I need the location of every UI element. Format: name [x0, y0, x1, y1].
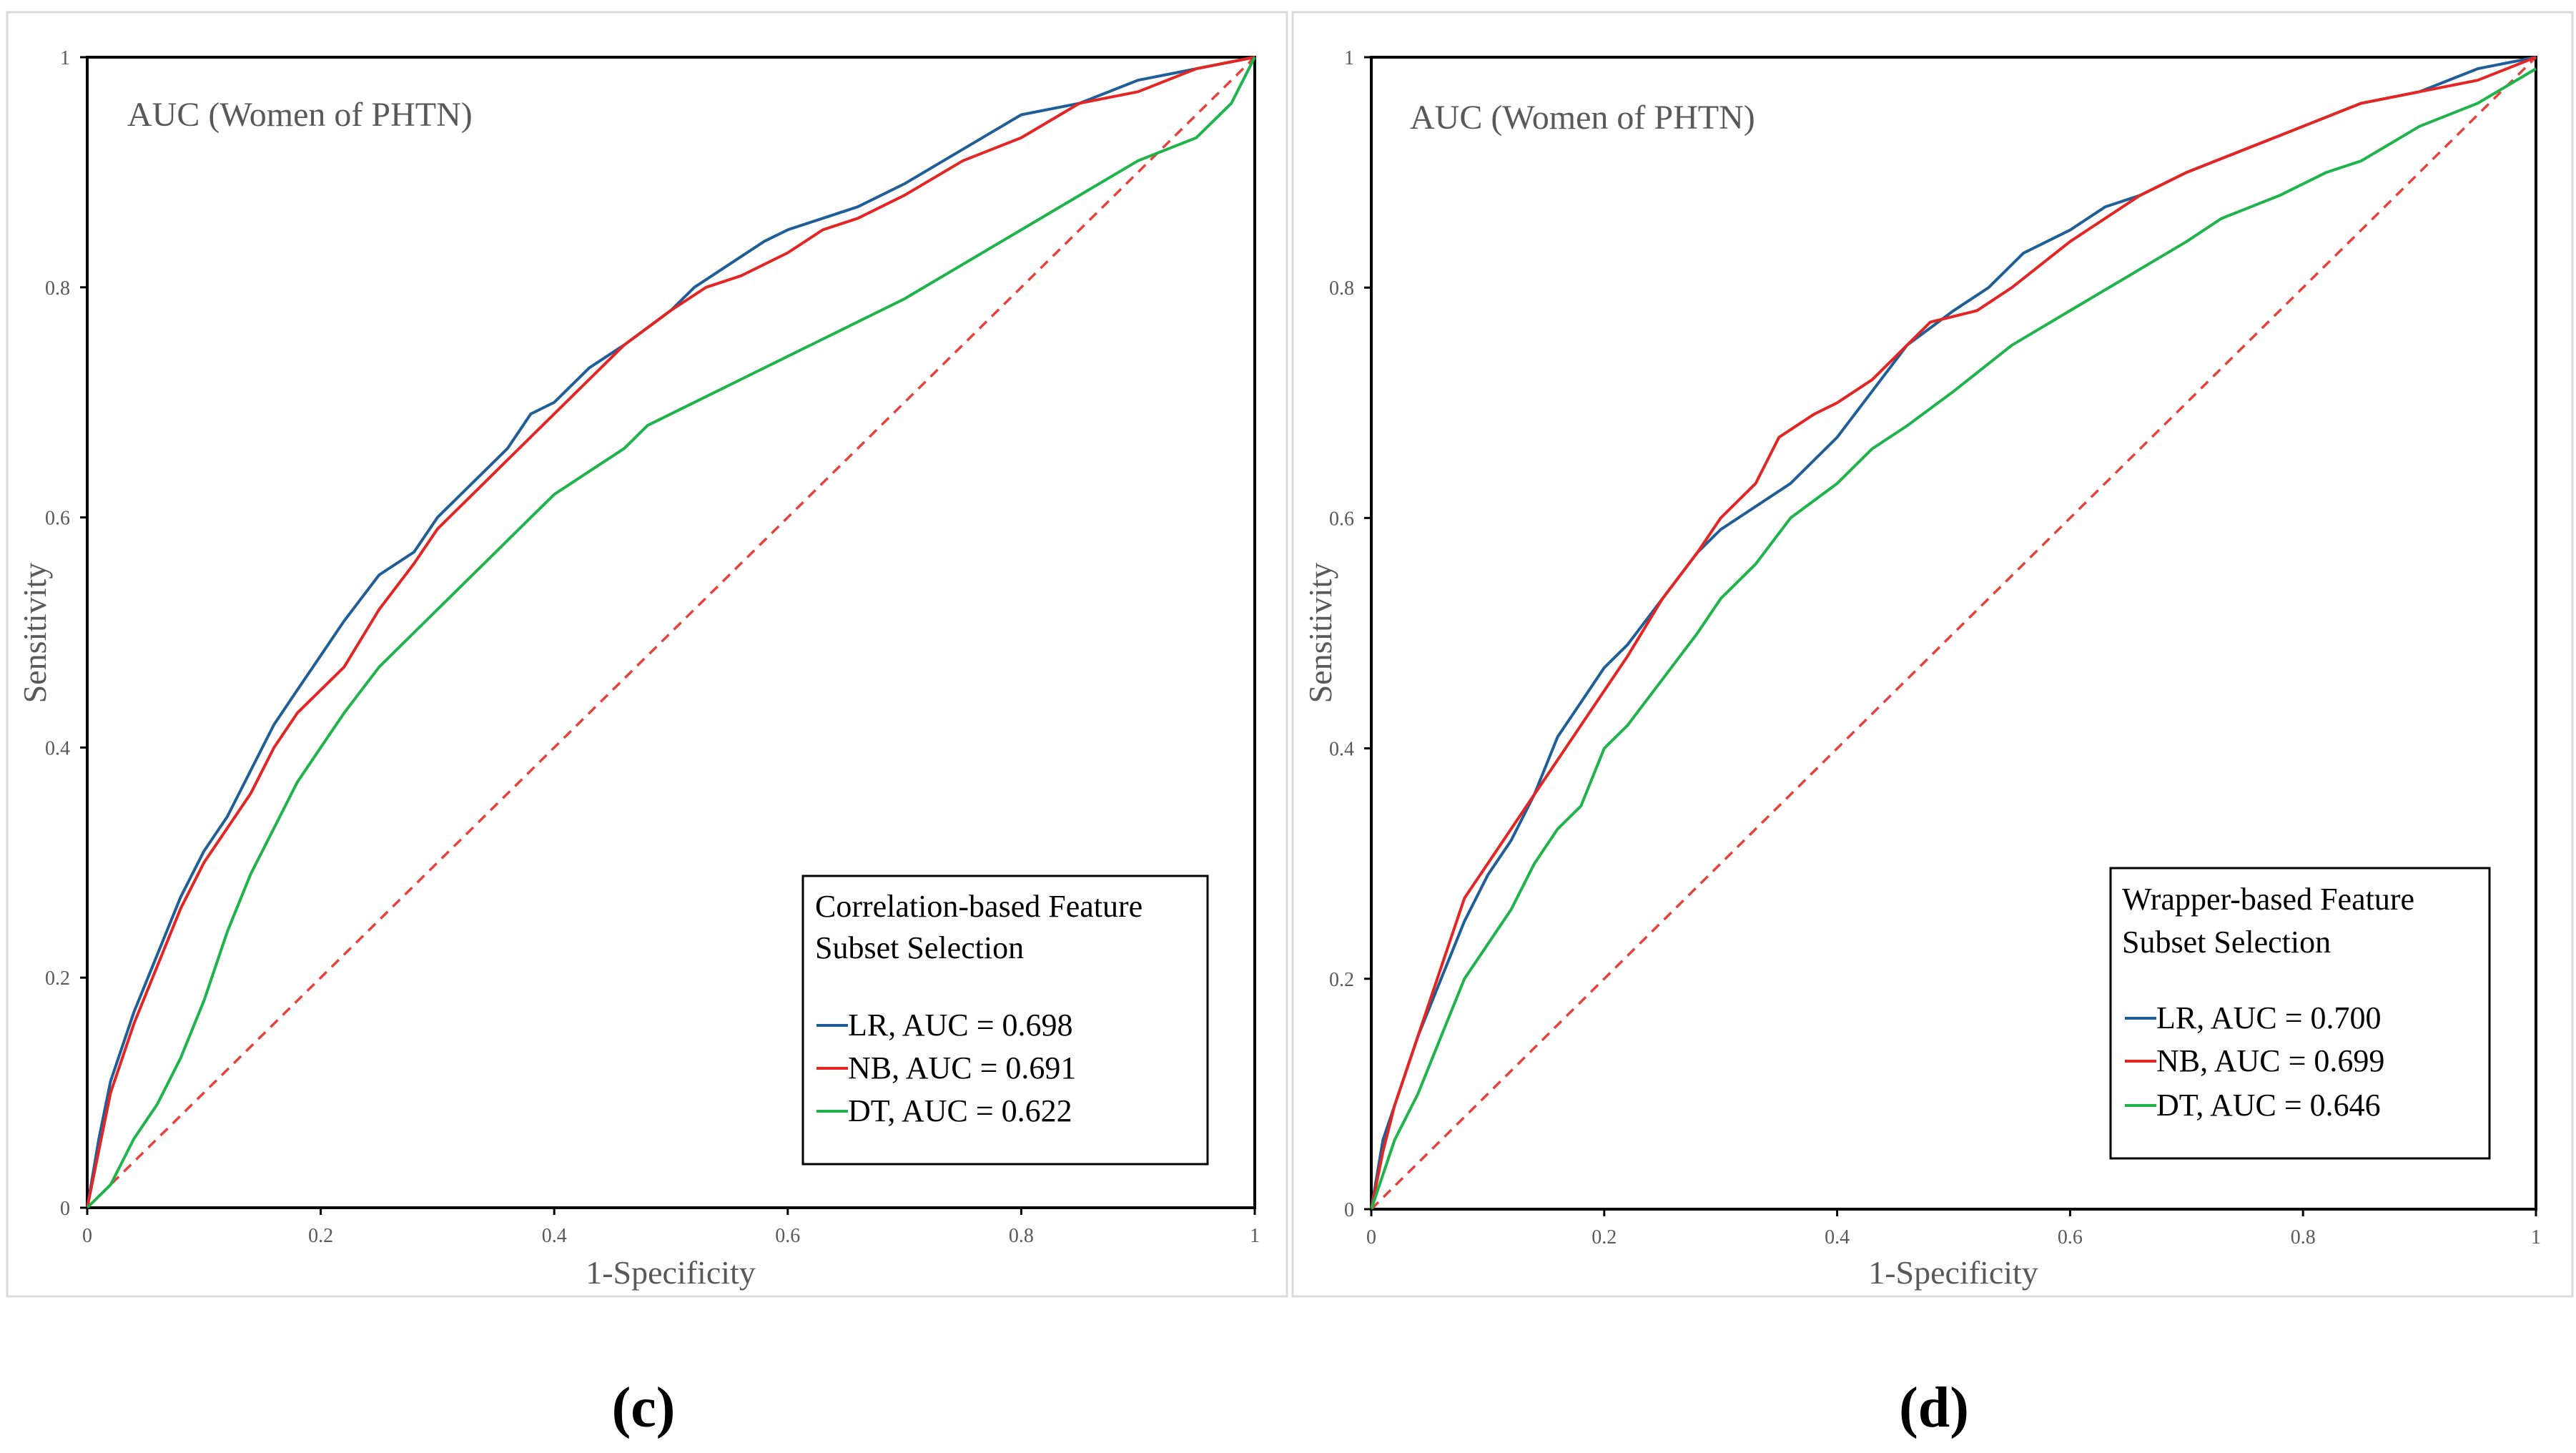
panel-d-x-tick-label: 0	[1366, 1226, 1376, 1248]
panel-c-y-axis-label: Sensitivity	[16, 563, 53, 704]
panel-d-y-tick-label: 0.4	[1329, 739, 1354, 761]
panel-d: 0 0.2 0.4 0.6 0.8 1 0 0.2 0.4 0.6 0.8 1 AUC (Women …	[1291, 11, 2574, 1439]
panel-d-x-tick-label: 0.2	[1592, 1226, 1617, 1248]
panel-c-legend-entry-lr: LR, AUC = 0.698	[848, 1008, 1073, 1043]
panel-d-legend-title-line-1: Wrapper-based Feature	[2122, 882, 2414, 917]
panel-c-legend-title-line-2: Subset Selection	[815, 930, 1024, 965]
panel-c-x-tick-label: 0	[82, 1225, 92, 1247]
panel-c-y-tick-label: 0.4	[45, 737, 70, 759]
panel-c-y-tick-label: 0.6	[45, 508, 70, 530]
panel-c-x-tick-label: 1	[1250, 1225, 1260, 1247]
panel-c-y-tick-label: 0	[60, 1198, 70, 1220]
panel-d-title: AUC (Women of PHTN)	[1410, 99, 1755, 137]
panel-d-x-axis-label: 1-Specificity	[1868, 1254, 2038, 1291]
panel-c-plot-area	[86, 56, 1256, 1209]
panel-c-x-tick-label: 0.6	[775, 1225, 800, 1247]
panel-d-legend-title-line-2: Subset Selection	[2122, 925, 2331, 960]
panel-c-legend-entry-dt: DT, AUC = 0.622	[848, 1093, 1072, 1128]
panel-d-x-tick-label: 0.4	[1825, 1226, 1850, 1248]
panel-d-legend-entry-nb: NB, AUC = 0.699	[2156, 1043, 2384, 1078]
panel-d-y-tick-label: 0.2	[1329, 969, 1354, 991]
panel-d-ticks: 0 0.2 0.4 0.6 0.8 1 0 0.2 0.4 0.6 0.8 1	[1329, 47, 2541, 1248]
panel-d-series-group	[1370, 56, 2537, 1210]
panel-c-y-tick-label: 1	[60, 47, 70, 69]
panel-c-legend: Correlation-based Feature Subset Selecti…	[801, 875, 1209, 1166]
panel-c-legend-title-line-1: Correlation-based Feature	[815, 889, 1143, 924]
panel-d-x-tick-label: 1	[2531, 1226, 2541, 1248]
panel-c-x-axis-label: 1-Specificity	[586, 1254, 756, 1291]
panel-c-title: AUC (Women of PHTN)	[127, 96, 473, 134]
panel-c-series-nb-line	[86, 56, 1255, 1208]
panel-c: 0 0.2 0.4 0.6 0.8 1 0 0.2 0.4 0.6 0.8 1 AUC (Women …	[6, 11, 1288, 1439]
panel-c-legend-entry-nb: NB, AUC = 0.691	[848, 1050, 1076, 1085]
panel-c-series-group	[86, 56, 1256, 1209]
panel-d-x-tick-label: 0.6	[2058, 1226, 2083, 1248]
panel-d-y-tick-label: 0.8	[1329, 277, 1354, 300]
panel-d-legend-box	[2109, 867, 2491, 1160]
panel-d-series-nb-line	[1370, 56, 2537, 1210]
panel-d-reference-line	[1370, 56, 2537, 1211]
panel-d-legend-entry-dt: DT, AUC = 0.646	[2156, 1088, 2381, 1123]
panel-c-series-dt-line	[86, 56, 1256, 1209]
panel-d-series-dt-line	[1370, 67, 2537, 1210]
panel-d-x-tick-label: 0.8	[2291, 1226, 2316, 1248]
panel-c-legend-box	[801, 875, 1209, 1166]
panel-c-y-tick-label: 0.2	[45, 967, 70, 990]
panel-c-x-tick-label: 0.8	[1009, 1225, 1034, 1247]
panel-d-y-tick-label: 0.6	[1329, 508, 1354, 530]
panel-c-x-tick-label: 0.4	[542, 1225, 567, 1247]
panel-c-series-lr-line	[86, 56, 1255, 1208]
panel-c-y-tick-label: 0.8	[45, 277, 70, 300]
panel-d-legend-entry-lr: LR, AUC = 0.700	[2156, 1000, 2382, 1035]
panel-c-label: (c)	[612, 1376, 676, 1439]
panel-c-ticks: 0 0.2 0.4 0.6 0.8 1 0 0.2 0.4 0.6 0.8 1	[45, 47, 1260, 1247]
panel-c-x-tick-label: 0.2	[308, 1225, 333, 1247]
panel-d-plot-area	[1370, 56, 2537, 1211]
panel-d-label: (d)	[1899, 1376, 1969, 1439]
panel-d-y-axis-label: Sensitivity	[1302, 563, 1338, 704]
panel-d-y-tick-label: 0	[1344, 1199, 1354, 1221]
panel-d-legend: Wrapper-based Feature Subset Selection L…	[2109, 867, 2491, 1160]
panel-d-y-tick-label: 1	[1344, 47, 1354, 69]
